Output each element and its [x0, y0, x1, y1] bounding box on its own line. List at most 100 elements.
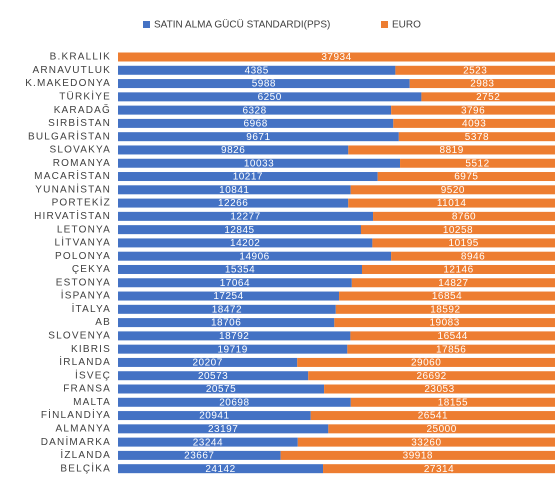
- value-label: 16544: [438, 331, 468, 342]
- category-label: BELÇİKA: [60, 461, 111, 474]
- value-label: 12845: [224, 225, 254, 236]
- bar-segment: [118, 304, 336, 314]
- value-label: 9826: [221, 145, 245, 156]
- value-label: 18706: [211, 318, 241, 329]
- bar-segment: [118, 198, 349, 208]
- bar-segment: [334, 318, 555, 328]
- bar-segment: [350, 331, 555, 341]
- value-label: 18592: [430, 304, 460, 315]
- bar-segment: [118, 278, 352, 288]
- legend-label: EURO: [392, 20, 421, 31]
- value-label: 11014: [437, 198, 467, 209]
- bar-segment: [324, 384, 555, 394]
- value-label: 17064: [220, 278, 250, 289]
- bar-segment: [395, 65, 555, 75]
- value-label: 33260: [411, 437, 441, 448]
- bar-segment: [348, 145, 555, 155]
- bar-segment: [118, 411, 311, 421]
- value-label: 23197: [208, 424, 238, 435]
- value-label: 4385: [245, 65, 269, 76]
- value-label: 14906: [239, 251, 269, 262]
- value-label: 20575: [206, 384, 236, 395]
- category-label: ÇEKYA: [72, 264, 111, 275]
- value-label: 29060: [411, 358, 441, 369]
- value-label: 19719: [218, 344, 248, 355]
- bar-segment: [280, 450, 555, 460]
- category-label: FRANSA: [63, 384, 111, 395]
- category-label: AB: [95, 317, 111, 328]
- value-label: 24142: [205, 464, 235, 475]
- bar-segment: [398, 132, 555, 142]
- bar-segment: [118, 357, 298, 367]
- bar-segment: [323, 464, 555, 474]
- value-label: 20207: [192, 358, 222, 369]
- bar-segment: [372, 238, 555, 248]
- bar-segment: [373, 211, 555, 221]
- value-label: 25000: [427, 424, 457, 435]
- bar-segment: [118, 145, 349, 155]
- bar-segment: [118, 291, 340, 301]
- category-label: HIRVATİSTAN: [34, 209, 111, 222]
- bar-segment: [118, 158, 401, 168]
- category-label: PORTEKİZ: [52, 196, 111, 209]
- value-label: 9671: [246, 132, 270, 143]
- value-label: 39918: [403, 451, 433, 462]
- bar-segment: [391, 251, 555, 261]
- bar-segment: [347, 344, 555, 354]
- bar-segment: [118, 79, 410, 89]
- bar-segment: [118, 238, 373, 248]
- value-label: 6975: [454, 172, 478, 183]
- bar-segment: [118, 185, 351, 195]
- value-label: 10841: [219, 185, 249, 196]
- category-label: LİTVANYA: [55, 236, 111, 249]
- value-label: 18155: [438, 397, 468, 408]
- category-label: SLOVENYA: [48, 331, 111, 342]
- category-label: ALMANYA: [56, 423, 111, 434]
- value-label: 8819: [440, 145, 464, 156]
- bar-segment: [118, 52, 555, 62]
- category-label: ARNAVUTLUK: [33, 65, 112, 76]
- category-label: LETONYA: [57, 224, 111, 235]
- category-label: SIRBİSTAN: [48, 116, 111, 129]
- value-label: 12277: [230, 212, 260, 223]
- bar-segment: [118, 172, 378, 182]
- category-label: FİNLANDİYA: [41, 408, 111, 421]
- value-label: 10258: [443, 225, 473, 236]
- bar-segment: [361, 264, 555, 274]
- value-label: 37934: [321, 52, 351, 63]
- bar-segment: [118, 437, 298, 447]
- category-label: KARADAĞ: [54, 103, 111, 116]
- bar-segment: [118, 450, 281, 460]
- value-label: 5512: [465, 158, 489, 169]
- bar-segment: [118, 225, 361, 235]
- value-label: 14827: [438, 278, 468, 289]
- bar-segment: [348, 198, 555, 208]
- value-label: 15354: [225, 265, 255, 276]
- value-label: 18792: [219, 331, 249, 342]
- bar-segment: [118, 384, 325, 394]
- legend-swatch: [381, 21, 388, 28]
- value-label: 2523: [463, 65, 487, 76]
- value-label: 6328: [242, 105, 266, 116]
- bar-segment: [350, 185, 555, 195]
- value-label: 20573: [198, 371, 228, 382]
- category-label: İSPANYA: [61, 289, 111, 302]
- category-label: İTALYA: [72, 302, 111, 315]
- value-label: 10195: [449, 238, 479, 249]
- category-label: İRLANDA: [59, 355, 111, 368]
- bar-segment: [118, 92, 422, 102]
- value-label: 20698: [219, 397, 249, 408]
- value-label: 2752: [476, 92, 500, 103]
- category-label: İZLANDA: [60, 448, 111, 461]
- value-label: 16854: [432, 291, 462, 302]
- bar-segment: [335, 304, 555, 314]
- value-label: 3796: [461, 105, 485, 116]
- bar-segment: [339, 291, 555, 301]
- category-label: MALTA: [73, 397, 111, 408]
- bar-segment: [118, 65, 396, 75]
- category-label: TÜRKİYE: [59, 89, 111, 102]
- category-label: MACARİSTAN: [34, 169, 111, 182]
- bar-segment: [377, 172, 555, 182]
- category-label: POLONYA: [55, 251, 111, 262]
- category-label: SLOVAKYA: [50, 145, 111, 156]
